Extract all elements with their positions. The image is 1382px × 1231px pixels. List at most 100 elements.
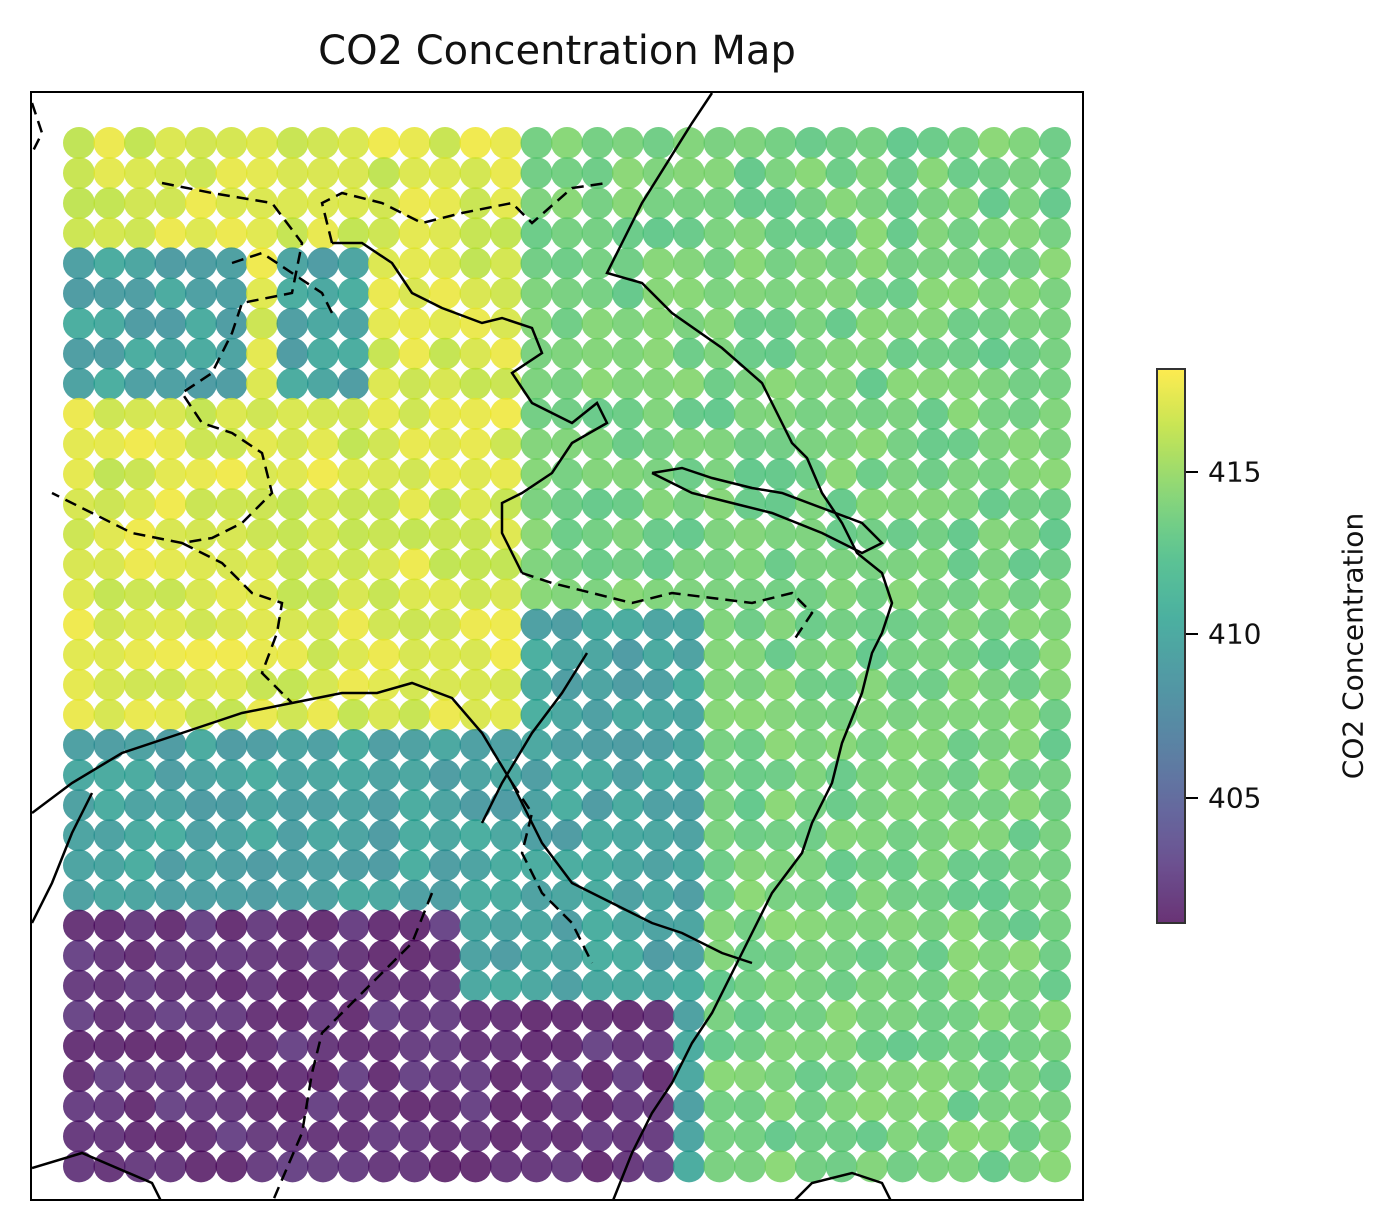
co2-cell [917,1150,949,1183]
co2-cell [673,337,705,370]
co2-cell [398,608,431,641]
co2-cell [185,397,217,430]
co2-cell [490,698,522,731]
co2-cell [612,548,644,581]
co2-cell [673,1120,705,1153]
co2-cell [429,578,461,611]
co2-cell [246,277,278,310]
co2-cell [398,307,431,340]
co2-cell [429,789,461,822]
co2-cell [734,217,766,250]
co2-cell [703,1030,736,1062]
co2-cell [1008,1090,1041,1123]
co2-cell [520,187,553,220]
co2-cell [459,909,492,942]
co2-cell [1039,1060,1071,1093]
co2-cell [1008,1060,1041,1093]
co2-cell [398,789,431,822]
co2-cell [368,698,400,731]
co2-cell [673,488,705,521]
co2-cell [947,999,980,1032]
co2-cell [154,187,187,220]
co2-cell [93,759,126,792]
co2-cell [459,187,492,220]
co2-cell [886,548,919,581]
co2-cell [612,337,644,370]
co2-cell [1008,277,1041,310]
co2-cell [307,1030,339,1062]
co2-cell [1008,1030,1041,1062]
co2-cell [825,969,858,1002]
co2-cell [429,518,461,551]
co2-cell [215,277,248,310]
co2-cell [917,789,949,822]
co2-cell [612,187,644,220]
co2-cell [703,1090,736,1123]
co2-cell [1008,428,1041,460]
co2-cell [551,217,583,250]
co2-cell [642,187,675,220]
co2-cell [154,397,187,430]
co2-cell [520,819,553,852]
co2-cell [612,668,644,701]
co2-cell [703,909,736,942]
co2-cell [612,608,644,641]
co2-cell [551,1030,583,1062]
co2-cell [429,428,461,460]
co2-cell [490,1120,522,1153]
co2-cell [856,939,888,972]
co2-cell [307,578,339,611]
co2-cell [93,969,126,1002]
co2-cell [215,849,248,882]
co2-cell [429,969,461,1002]
co2-cell [1039,1150,1071,1183]
co2-cell [215,1090,248,1123]
co2-cell [398,1120,431,1153]
co2-cell [612,367,644,400]
co2-cell [276,337,309,370]
co2-cell [917,819,949,852]
co2-cell [734,729,766,761]
co2-cell [856,909,888,942]
co2-cell [276,969,309,1002]
co2-cell [703,367,736,400]
co2-cell [215,367,248,400]
co2-cell [978,277,1010,310]
co2-cell [764,578,797,611]
co2-cell [520,849,553,882]
co2-cell [368,337,400,370]
co2-cell [551,1150,583,1183]
co2-cell [185,458,217,491]
co2-cell [703,638,736,671]
co2-cell [246,729,278,761]
co2-cell [917,999,949,1032]
co2-cell [398,638,431,671]
co2-cell [825,548,858,581]
co2-cell [429,1060,461,1093]
co2-cell [459,789,492,822]
co2-cell [703,247,736,280]
co2-cell [917,1090,949,1123]
co2-cell [978,1060,1010,1093]
co2-cell [947,1090,980,1123]
co2-cell [520,247,553,280]
co2-cell [124,999,156,1032]
co2-cell [642,969,675,1002]
co2-cell [490,367,522,400]
co2-cell [429,849,461,882]
co2-cell [764,397,797,430]
colorbar: 415 410 405 [1156,368,1261,924]
co2-cell [1008,939,1041,972]
co2-cell [63,458,95,491]
co2-cell [459,247,492,280]
co2-cell [368,488,400,521]
co2-cell [154,819,187,852]
co2-cell [917,157,949,190]
co2-cell [520,488,553,521]
co2-cell [459,668,492,701]
co2-cell [1008,247,1041,280]
co2-cell [459,127,492,159]
co2-cell [947,277,980,310]
co2-cell [581,187,614,220]
co2-cell [856,1060,888,1093]
